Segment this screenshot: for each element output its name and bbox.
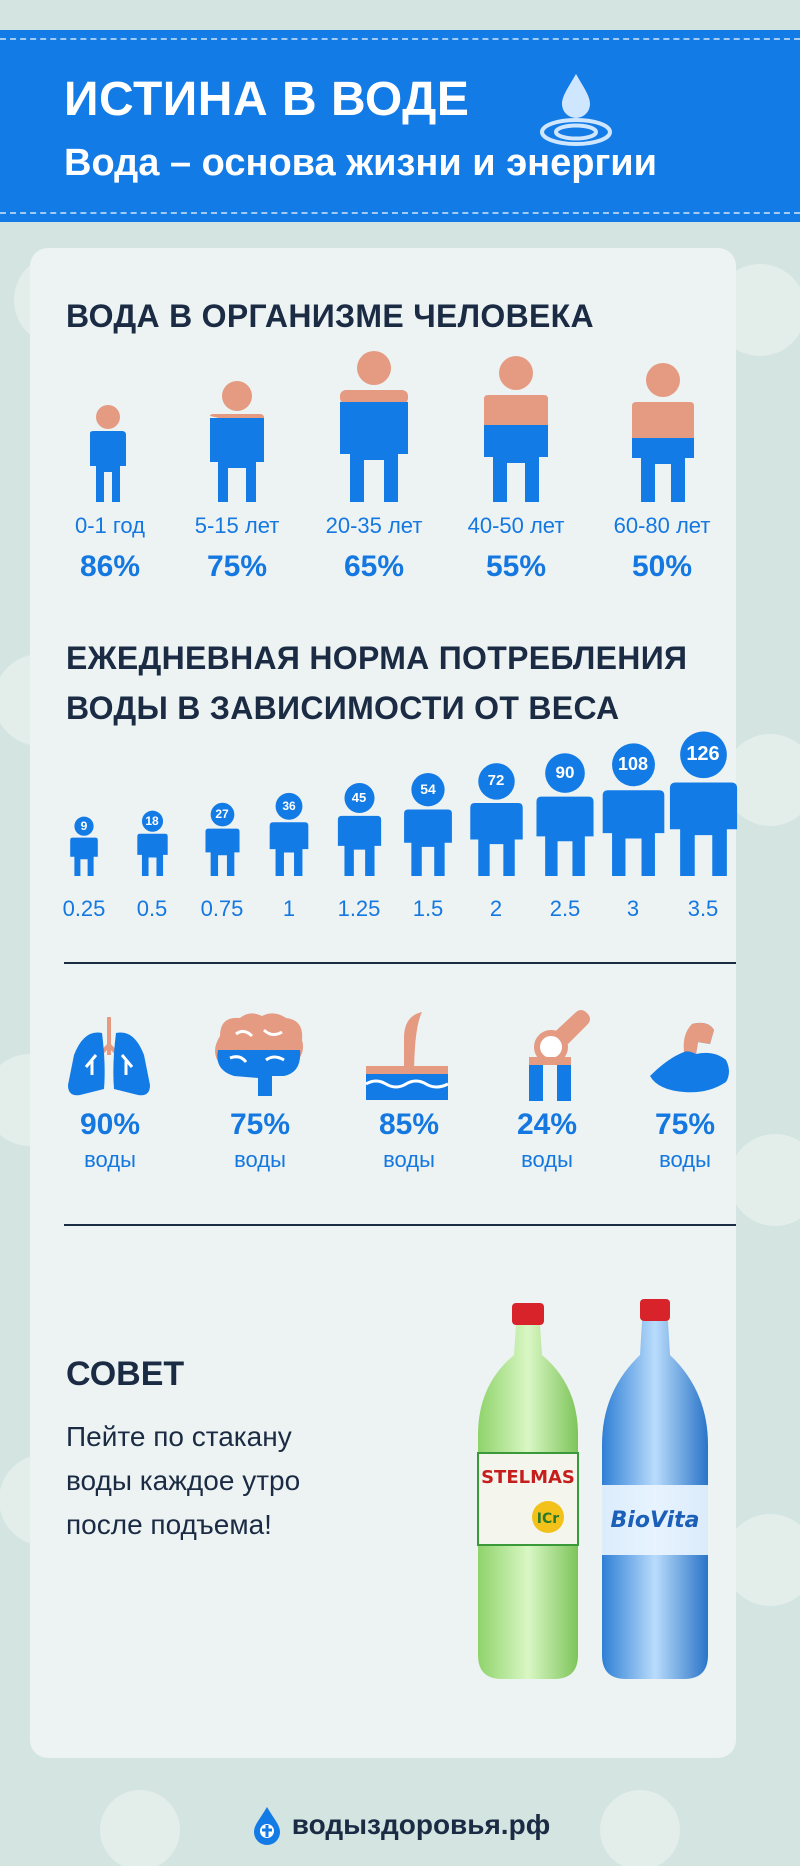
liters-label: 0.75 (200, 896, 244, 921)
weight-value: 54 (420, 781, 436, 798)
age-label-0-1: 0-1 год (74, 513, 146, 538)
green-bottle-label: STELMAS (481, 1467, 575, 1488)
weight-figure (469, 763, 523, 876)
liters-label: 2.5 (549, 896, 581, 921)
green-bottle-badge: ICr (537, 1511, 559, 1527)
divider-1 (64, 962, 736, 964)
brain-percent: 75% (229, 1108, 291, 1141)
age-label-20-35: 20-35 лет (325, 513, 423, 538)
blue-bottle-label: BioVita (611, 1508, 700, 1533)
section-title-daily-norm: ЕЖЕДНЕВНАЯ НОРМА ПОТРЕБЛЕНИЯ (66, 640, 688, 676)
age-label-5-15: 5-15 лет (194, 513, 280, 538)
weight-figure (602, 743, 664, 876)
skin-icon (365, 1012, 449, 1100)
bone-label: воды (521, 1147, 573, 1172)
water-percent-20-35: 65% (343, 550, 405, 583)
green-bottle-cap (512, 1303, 544, 1325)
weight-figure (536, 753, 594, 876)
skin-label: воды (383, 1147, 435, 1172)
age-label-60-80: 60-80 лет (613, 513, 711, 538)
weight-value: 72 (487, 772, 505, 790)
weight-figure (404, 773, 452, 876)
weight-value: 18 (145, 814, 159, 829)
header-dashed-line-top (0, 38, 800, 40)
brain-label: воды (234, 1147, 286, 1172)
lungs-percent: 90% (79, 1108, 141, 1141)
lungs-icon (68, 1017, 150, 1096)
water-drop-icon (540, 74, 612, 146)
liters-label: 0.5 (136, 896, 168, 921)
weight-figure (269, 792, 309, 876)
muscle-label: воды (659, 1147, 711, 1172)
adult-figure-40-50 (484, 356, 548, 502)
liters-label: 3 (626, 896, 640, 921)
liters-label: 1 (282, 896, 296, 921)
adult-figure-60-80 (632, 363, 694, 502)
footer: водыздоровья.рф (0, 1805, 800, 1852)
section-title-daily-norm-line2: ВОДЫ В ЗАВИСИМОСТИ ОТ ВЕСА (66, 690, 620, 726)
bone-joint-icon (529, 1010, 590, 1101)
liters-label: 2 (489, 896, 503, 921)
liters-label: 1.25 (337, 896, 381, 921)
water-percent-5-15: 75% (206, 550, 268, 583)
weight-value: 27 (215, 807, 229, 822)
weight-value: 36 (282, 799, 296, 814)
advice-line-2: воды каждое утро (66, 1465, 301, 1496)
liters-label: 3.5 (687, 896, 719, 921)
weight-figure (204, 802, 240, 876)
advice-text: Пейте по стакану воды каждое утро после … (66, 1415, 396, 1547)
water-percent-60-80: 50% (631, 550, 693, 583)
advice-title: СОВЕТ (66, 1355, 185, 1393)
adult-figure-20-35 (340, 351, 408, 502)
site-url-link[interactable]: водыздоровья.рф (291, 1809, 551, 1840)
header-banner: ИСТИНА В ВОДЕ Вода – основа жизни и энер… (0, 30, 800, 222)
advice-line-3: после подъема! (66, 1509, 272, 1540)
section-title-body-water: ВОДА В ОРГАНИЗМЕ ЧЕЛОВЕКА (66, 298, 594, 334)
blue-bottle-cap (640, 1299, 670, 1321)
liters-label: 0.25 (62, 896, 106, 921)
page-subtitle: Вода – основа жизни и энергии (64, 142, 658, 184)
liters-label: 1.5 (412, 896, 444, 921)
page-title: ИСТИНА В ВОДЕ (64, 73, 470, 126)
water-bottles-image: STELMAS ICr BioVita (477, 1299, 708, 1679)
weight-value: 90 (555, 762, 575, 782)
skin-percent: 85% (378, 1108, 440, 1141)
site-logo-drop-icon (253, 1807, 280, 1845)
age-label-40-50: 40-50 лет (467, 513, 565, 538)
water-percent-0-1: 86% (79, 550, 141, 583)
weight-figure (70, 816, 98, 876)
weight-value: 9 (80, 819, 88, 833)
weight-figure (337, 782, 381, 876)
water-percent-40-50: 55% (485, 550, 547, 583)
bone-percent: 24% (516, 1108, 578, 1141)
advice-line-1: Пейте по стакану (66, 1421, 292, 1452)
weight-figure (669, 731, 737, 876)
weight-value: 108 (617, 753, 649, 774)
child-figure-5-15 (210, 381, 264, 502)
header-dashed-line-bottom (0, 212, 800, 214)
brain-icon (215, 1013, 303, 1096)
lungs-label: воды (84, 1147, 136, 1172)
muscle-icon (650, 1022, 729, 1093)
weight-value: 45 (351, 790, 367, 806)
child-figure-0-1 (90, 405, 126, 502)
weight-value: 126 (686, 742, 720, 765)
weight-figure (136, 810, 168, 876)
divider-2 (64, 1224, 736, 1226)
muscle-percent: 75% (654, 1108, 716, 1141)
